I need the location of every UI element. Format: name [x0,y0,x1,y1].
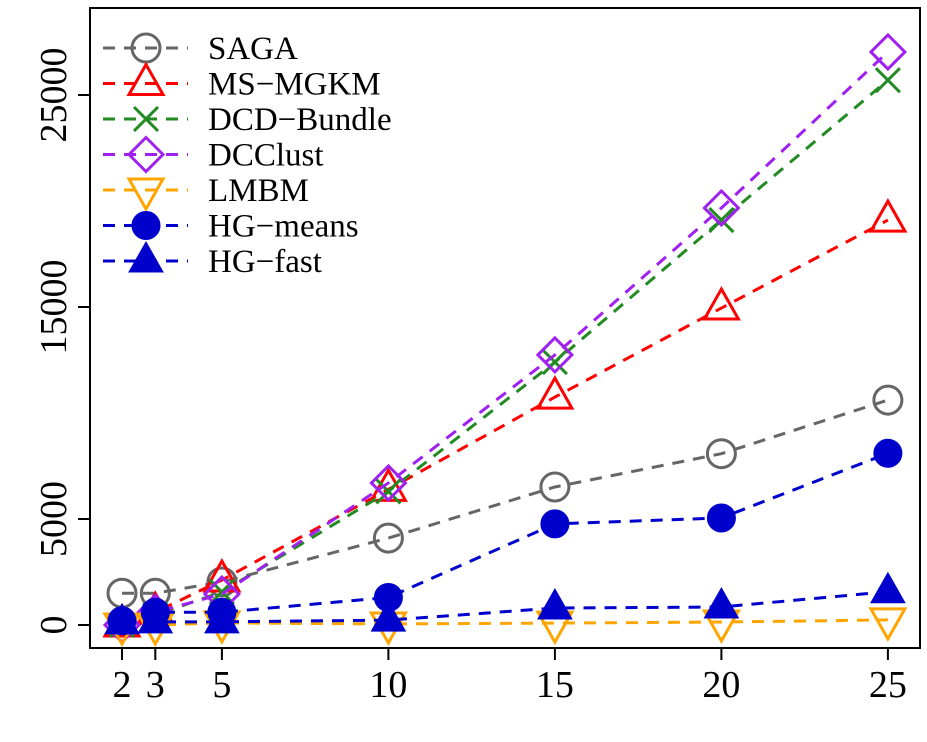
data-point [204,601,240,634]
legend-label: DCClust [208,138,324,174]
data-point [870,571,906,604]
x-tick-label: 2 [113,664,132,706]
legend-marker [126,177,166,213]
legend-entry: HG−means [103,209,359,245]
legend-marker [128,240,164,273]
legend-entry: DCClust [103,135,324,174]
series-5 [107,438,903,636]
data-point [874,67,901,94]
data-point [539,471,571,503]
data-point [372,522,404,554]
legend-label: LMBM [208,173,309,209]
data-point [873,438,903,468]
data-point [206,566,238,598]
data-point [369,463,408,503]
data-point [370,600,407,632]
series-line [122,618,888,627]
y-tick-label: 5000 [33,481,75,557]
data-point [701,286,741,321]
y-tick-label: 15000 [33,260,75,355]
x-tick-label: 20 [702,664,740,706]
x-tick-label: 15 [536,664,574,706]
legend-label: DCD−Bundle [208,102,392,138]
data-point [537,588,573,620]
data-point [708,207,735,234]
data-point [703,586,740,619]
legend-entry: SAGA [103,31,298,67]
legend-entry: DCD−Bundle [103,102,392,138]
data-point [872,384,904,416]
data-point [137,601,174,634]
legend-marker [131,211,161,240]
legend-label: SAGA [208,31,298,67]
data-point [535,375,575,410]
y-tick-label: 25000 [33,48,75,143]
data-point [375,478,402,505]
series-line [122,398,889,595]
series-6 [104,571,906,635]
x-tick-label: 25 [869,664,907,706]
data-point [535,335,575,375]
x-tick-label: 3 [146,664,165,706]
legend-marker [126,61,166,96]
data-point [104,602,140,635]
legend-label: HG−means [208,209,359,245]
data-point [705,438,737,470]
data-point [706,503,736,533]
series-line [121,218,889,627]
legend-label: MS−MGKM [208,67,381,103]
data-point [868,32,908,72]
series-0 [106,384,904,609]
x-tick-label: 10 [369,664,407,706]
legend-entry: MS−MGKM [103,61,381,103]
data-point [868,607,908,642]
legend-marker [132,105,160,133]
x-tick-label: 5 [212,664,231,706]
legend-marker [126,135,166,174]
legend-entry: HG−fast [103,240,322,280]
data-point [540,509,570,539]
series-line [121,50,889,627]
y-tick-label: 0 [33,616,75,635]
data-point [541,349,568,376]
legend-entry: LMBM [103,173,309,213]
data-point [702,188,741,228]
legend-label: HG−fast [208,244,322,280]
data-point [868,198,908,233]
